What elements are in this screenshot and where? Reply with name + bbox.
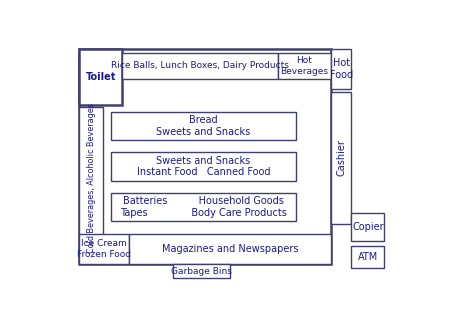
Text: Sweets and Snacks
Instant Food   Canned Food: Sweets and Snacks Instant Food Canned Fo… bbox=[137, 156, 270, 177]
Text: Hot
Beverages: Hot Beverages bbox=[281, 56, 328, 76]
Bar bbox=[122, 53, 278, 79]
Text: Copier: Copier bbox=[352, 222, 383, 232]
Bar bbox=[278, 53, 331, 79]
Bar bbox=[80, 49, 122, 105]
Bar bbox=[110, 112, 296, 140]
Bar bbox=[80, 234, 129, 264]
Bar bbox=[110, 193, 296, 221]
Bar bbox=[110, 152, 296, 181]
Text: ATM: ATM bbox=[358, 252, 378, 262]
Text: Hot
Food: Hot Food bbox=[329, 58, 353, 80]
Text: Cold Beverages, Alcoholic Beverages: Cold Beverages, Alcoholic Beverages bbox=[87, 103, 96, 253]
Bar bbox=[331, 49, 351, 89]
Bar bbox=[173, 264, 230, 278]
Text: Garbage Bins: Garbage Bins bbox=[171, 266, 232, 276]
Bar bbox=[129, 234, 331, 264]
Text: Batteries          Household Goods
Tapes              Body Care Products: Batteries Household Goods Tapes Body Car… bbox=[120, 197, 287, 218]
Text: Cashier: Cashier bbox=[336, 140, 346, 176]
Bar bbox=[80, 49, 331, 264]
Bar bbox=[331, 92, 351, 224]
Bar bbox=[80, 107, 103, 248]
Text: Toilet: Toilet bbox=[85, 72, 116, 82]
Text: Rice Balls, Lunch Boxes, Dairy Products: Rice Balls, Lunch Boxes, Dairy Products bbox=[111, 62, 289, 70]
Text: Magazines and Newspapers: Magazines and Newspapers bbox=[162, 244, 298, 254]
Bar bbox=[351, 246, 384, 268]
Bar bbox=[351, 213, 384, 241]
Text: Bread
Sweets and Snacks: Bread Sweets and Snacks bbox=[156, 115, 251, 137]
Text: Ice Cream
Frozen Food: Ice Cream Frozen Food bbox=[77, 239, 131, 259]
